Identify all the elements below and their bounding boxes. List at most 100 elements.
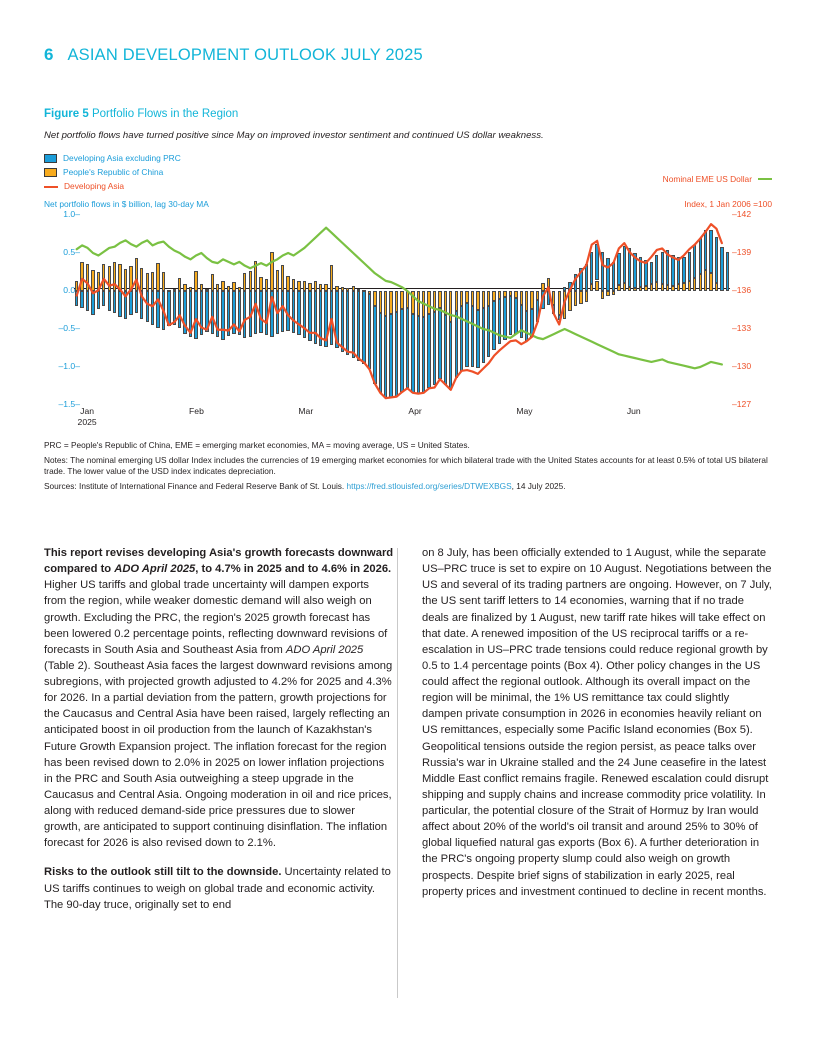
chart-bar xyxy=(85,291,90,311)
chart-bar xyxy=(595,280,599,292)
chart-plot: 1.0– 0.5– 0.0– –0.5– –1.0– –1.5– –142 –139 –136… xyxy=(44,210,772,408)
chart-bar xyxy=(432,291,437,312)
chart-bar xyxy=(427,291,431,314)
chart-bar xyxy=(519,291,523,305)
chart-bar xyxy=(286,291,290,331)
chart-bar xyxy=(584,291,588,302)
legend-swatch-icon xyxy=(44,154,57,164)
chart-bar xyxy=(470,306,475,368)
chart-bar xyxy=(676,256,681,285)
chart-bar xyxy=(286,275,290,292)
chart-bar xyxy=(693,278,697,292)
chart-bar xyxy=(703,269,708,292)
figure-subtitle: Net portfolio flows have turned positive… xyxy=(44,129,544,141)
x-axis-tick: Feb xyxy=(189,406,204,417)
chart-bar xyxy=(611,291,616,295)
y-axis-tick-right: –133 xyxy=(732,323,752,334)
chart-bar xyxy=(199,291,204,336)
chart-bar xyxy=(389,291,393,314)
chart-bar xyxy=(335,285,339,292)
figure-notes: PRC = People's Republic of China, EME = … xyxy=(44,440,772,492)
chart-bar xyxy=(302,291,307,339)
chart-bar xyxy=(156,291,160,328)
legend-label: Developing Asia xyxy=(64,181,125,192)
chart-bar xyxy=(194,271,198,292)
chart-bar xyxy=(340,286,345,292)
chart-bar xyxy=(91,269,95,292)
chart-bar xyxy=(156,263,160,292)
legend-label: Developing Asia excluding PRC xyxy=(63,153,181,164)
x-axis-tick: Jan 2025 xyxy=(77,406,97,427)
chart-bar xyxy=(579,291,583,305)
chart-bar xyxy=(665,250,670,286)
body-paragraph: This report revises developing Asia's gr… xyxy=(44,545,394,851)
y-axis-tick-left: 0.0– xyxy=(63,285,80,296)
y-axis-tick-right: –136 xyxy=(732,285,752,296)
sources-suffix: , 14 July 2025. xyxy=(511,480,566,491)
chart-line xyxy=(77,224,722,398)
chart-bar xyxy=(465,291,469,304)
chart-bar xyxy=(660,283,664,292)
body-run: Higher US tariffs and global trade uncer… xyxy=(44,579,388,656)
chart-bar xyxy=(199,283,204,292)
chart-bar xyxy=(118,291,122,317)
chart-bar xyxy=(394,291,399,312)
chart-bar xyxy=(226,291,231,336)
chart-bar xyxy=(519,304,523,339)
chart-bar xyxy=(188,287,193,292)
chart-bar xyxy=(633,253,637,289)
chart-bar xyxy=(590,284,594,292)
body-column-right: on 8 July, has been officially extended … xyxy=(422,545,772,926)
body-run: (Table 2). Southeast Asia faces the larg… xyxy=(44,659,393,850)
publication-title: ASIAN DEVELOPMENT OUTLOOK JULY 2025 xyxy=(67,46,423,64)
chart-bar xyxy=(367,291,372,295)
chart-bar xyxy=(123,269,128,292)
chart-bar xyxy=(140,268,144,292)
chart-bar xyxy=(324,291,328,348)
chart-bar xyxy=(85,263,90,292)
chart-bar xyxy=(210,291,214,334)
chart-bar xyxy=(340,291,345,352)
chart-bar xyxy=(351,291,355,359)
chart-bar xyxy=(183,291,187,334)
chart-bar xyxy=(313,291,317,344)
chart-bar xyxy=(628,287,632,292)
y-axis-tick-left: –0.5– xyxy=(58,323,80,334)
chart-bar xyxy=(329,291,334,346)
chart-bar xyxy=(503,291,507,298)
chart-bar xyxy=(497,298,502,345)
chart-bar xyxy=(313,280,317,292)
chart-bar xyxy=(232,282,236,292)
y-axis-tick-left: –1.0– xyxy=(58,361,80,372)
chart-bar xyxy=(579,268,583,292)
chart-bar xyxy=(291,278,296,292)
chart-bar xyxy=(476,310,480,368)
chart-bar xyxy=(508,295,513,336)
x-axis-tick: Mar xyxy=(298,406,314,417)
chart-bar xyxy=(221,291,225,340)
chart-bar xyxy=(687,281,692,292)
chart-bar xyxy=(205,291,209,333)
chart-bar xyxy=(649,261,654,285)
chart-bar xyxy=(622,282,626,292)
figure-caption: Figure 5 Portfolio Flows in the Region xyxy=(44,108,772,121)
body-run: This report revises developing Asia's gr… xyxy=(44,547,394,576)
chart-bar xyxy=(465,303,469,368)
chart-bar xyxy=(205,288,209,292)
chart-bar xyxy=(318,291,323,346)
chart-bar xyxy=(481,307,485,363)
body-run: on 8 July, has been officially extended … xyxy=(422,547,772,898)
chart-bar xyxy=(270,291,274,337)
sources-link[interactable]: https://fred.stlouisfed.org/series/DTWEX… xyxy=(346,480,512,491)
body-run: , to 4.7% in 2025 and to 4.6% in 2026. xyxy=(195,563,392,576)
chart-bar xyxy=(600,251,605,292)
y-axis-tick-left: 0.5– xyxy=(63,247,80,258)
chart-bar xyxy=(438,291,442,308)
chart-bar xyxy=(492,301,496,350)
chart-bar xyxy=(416,291,420,317)
figure-label: Figure 5 xyxy=(44,108,89,120)
x-axis-tick: May xyxy=(516,406,533,417)
chart-bar xyxy=(411,291,415,314)
chart-bar xyxy=(237,287,242,292)
